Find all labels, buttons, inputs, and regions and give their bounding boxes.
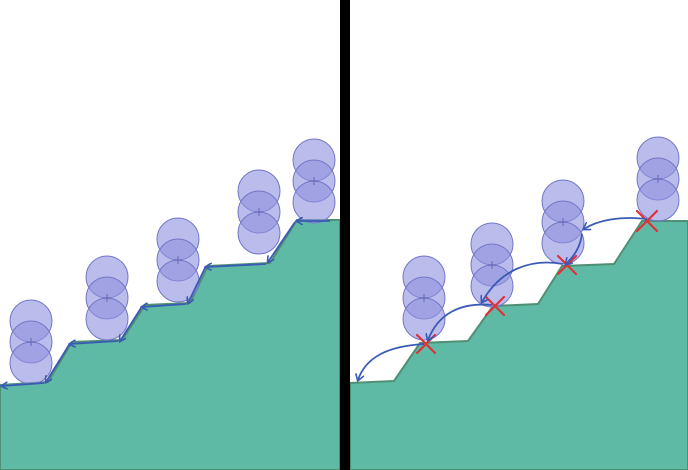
sphere-center-marks — [27, 177, 318, 346]
arrow-segment — [46, 344, 70, 382]
jump-arrow — [428, 303, 493, 340]
sphere-stack-4 — [636, 136, 680, 222]
sphere-center-marks — [420, 175, 662, 302]
sphere-stack-1 — [402, 255, 446, 341]
arrow-segment — [188, 267, 206, 303]
left-diagram — [0, 138, 340, 470]
arrow-segment — [120, 307, 142, 341]
jump-arrow — [358, 343, 425, 380]
right-diagram — [350, 136, 688, 470]
jump-arrow — [482, 261, 564, 302]
jump-arrow — [584, 217, 648, 229]
jump-arrow — [566, 233, 583, 264]
cross-icon — [484, 295, 506, 317]
arrow-segment — [142, 304, 187, 307]
arrow-segment — [2, 383, 45, 386]
arrow-segment — [206, 264, 267, 267]
panel-divider — [340, 0, 350, 470]
terrain — [350, 220, 688, 470]
jump-arrows — [358, 217, 648, 380]
sphere-stack-3 — [541, 179, 585, 265]
cross-icon — [635, 209, 659, 233]
step-arrows — [2, 221, 330, 386]
left-panel — [0, 0, 340, 470]
right-panel — [350, 0, 688, 470]
arrow-segment — [268, 221, 296, 262]
arrow-segment — [70, 341, 119, 344]
